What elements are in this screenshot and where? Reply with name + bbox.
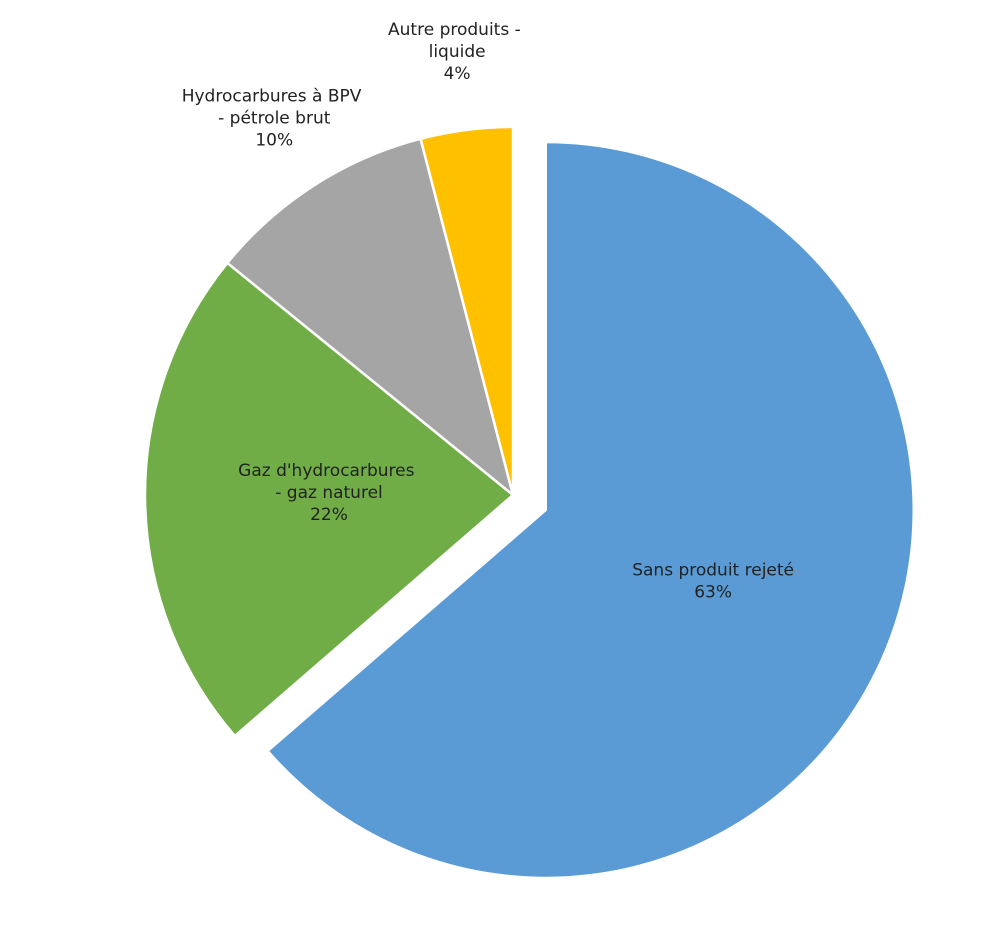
slice-label-line: Autre produits - [388,20,526,40]
slice-label: Gaz d'hydrocarbures - gaz naturel [238,461,420,503]
pie-slice [143,261,515,738]
pie-slice [225,137,516,499]
slice-label-line: Sans produit rejeté [632,560,794,580]
value-label: 63% [694,582,732,602]
value-label: 10% [255,131,293,151]
slice-label-line: Hydrocarbures à BPV [182,87,367,107]
pie-slice [419,125,515,496]
slice-label: Hydrocarbures à BPV - pétrole brut [182,87,367,129]
value-label: 4% [444,64,471,84]
slice-label-line: - pétrole brut [218,109,331,129]
slice-label-line: Gaz d'hydrocarbures [238,461,420,481]
slice-label: Sans produit rejeté [632,560,794,580]
slice-label-line: liquide [429,42,486,62]
slice-label-line: - gaz naturel [275,483,383,503]
slice-label: Autre produits - liquide [388,20,526,62]
value-label: 22% [310,505,348,525]
pie-slice [265,140,915,880]
